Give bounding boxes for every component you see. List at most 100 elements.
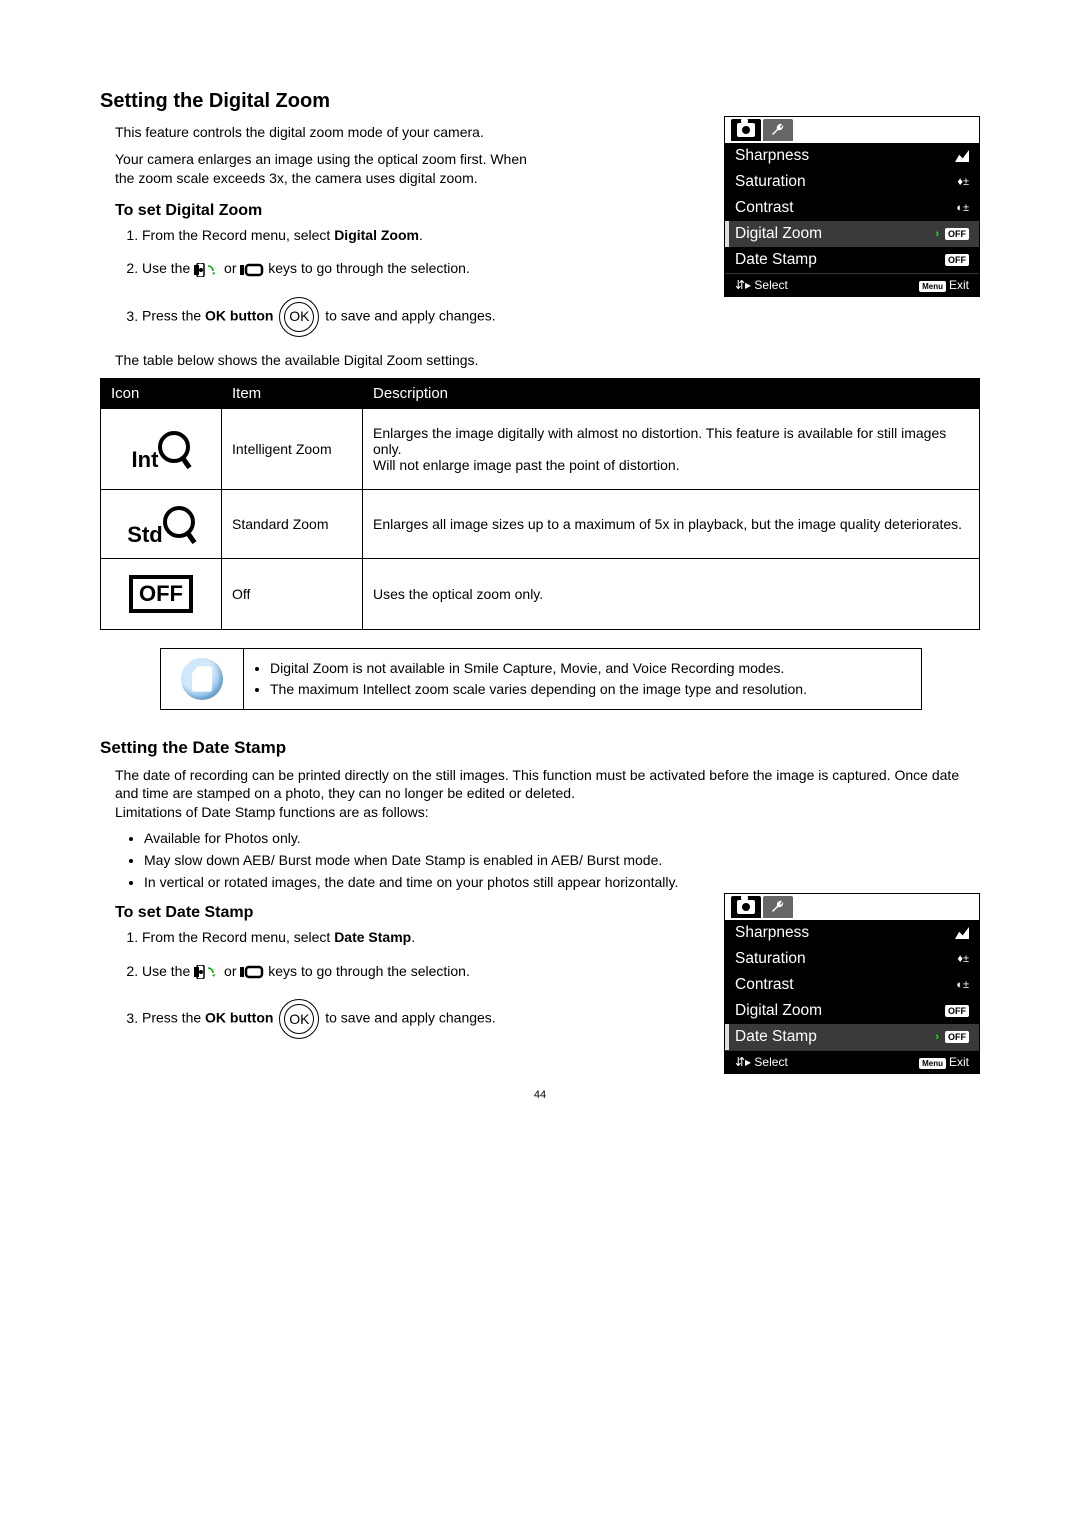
left-key-icon [194,263,220,277]
note-icon-cell [161,649,244,709]
menu-badge: Menu [919,281,946,292]
desc-cell: Enlarges all image sizes up to a maximum… [363,489,980,558]
contrast-icon: ◐± [956,202,969,214]
section1-heading: Setting the Digital Zoom [100,90,980,113]
note-item: Digital Zoom is not available in Smile C… [270,659,807,678]
section2-intro: The date of recording can be printed dir… [115,766,980,823]
intro-paragraph-2: Your camera enlarges an image using the … [115,150,530,188]
cam-row-date-stamp: Date Stamp › OFF [725,1024,979,1050]
cam-row-sharpness: Sharpness [725,920,979,946]
cam-tab-bar [725,894,979,920]
item-cell: Standard Zoom [222,489,363,558]
th-desc: Description [363,378,980,408]
chevron-right-icon: › [935,1031,939,1043]
icon-cell: Int [101,408,222,489]
updown-icon: ⇵▸ [735,278,754,292]
cam-tab-bar [725,117,979,143]
cam-row-contrast: Contrast ◐± [725,972,979,998]
digital-zoom-val: OFF [945,1005,969,1017]
date-stamp-steps: From the Record menu, select Date Stamp.… [142,928,572,1039]
right-key-icon [240,263,264,277]
standard-zoom-icon: Std [127,506,194,542]
cam-label: Saturation [735,950,806,968]
table-header-row: Icon Item Description [101,378,980,408]
cam-row-saturation: Saturation ♦± [725,946,979,972]
updown-icon: ⇵▸ [735,1055,754,1069]
sharpness-icon [955,927,969,939]
note-content: Digital Zoom is not available in Smile C… [244,649,819,709]
table-intro: The table below shows the available Digi… [115,351,980,370]
footer-select: ⇵▸ Select [735,278,788,292]
footer-exit: MenuExit [919,278,969,292]
saturation-icon: ♦± [957,176,969,188]
cam-row-date-stamp: Date Stamp OFF [725,247,979,273]
section1-intro: This feature controls the digital zoom m… [100,123,530,188]
left-key-icon [194,965,220,979]
note-box: Digital Zoom is not available in Smile C… [160,648,922,710]
digital-zoom-table: Icon Item Description Int Intelligent Zo… [100,378,980,630]
off-badge: OFF [945,254,969,266]
limit-item: May slow down AEB/ Burst mode when Date … [144,852,980,868]
cam-label: Saturation [735,173,806,191]
chevron-right-icon: › [935,228,939,240]
item-cell: Intelligent Zoom [222,408,363,489]
table-row: OFF Off Uses the optical zoom only. [101,558,980,629]
camera-menu-screenshot-2: Sharpness Saturation ♦± Contrast ◐± Digi… [724,893,980,1074]
cam-label: Contrast [735,976,794,994]
settings-tab-icon [763,896,793,918]
cam-label: Date Stamp [735,251,817,269]
contrast-icon: ◐± [956,979,969,991]
date-stamp-val: › OFF [935,1031,969,1043]
cam-label: Digital Zoom [735,225,822,243]
cam-label: Sharpness [735,924,809,942]
table-row: Std Standard Zoom Enlarges all image siz… [101,489,980,558]
cam-label: Contrast [735,199,794,217]
note-item: The maximum Intellect zoom scale varies … [270,680,807,699]
off-badge: OFF [945,1031,969,1043]
cam-row-digital-zoom: Digital Zoom OFF [725,998,979,1024]
cam-label: Digital Zoom [735,1002,822,1020]
ok-button-icon: OK [279,297,319,337]
th-icon: Icon [101,378,222,408]
step-1: From the Record menu, select Date Stamp. [142,928,572,948]
table-row: Int Intelligent Zoom Enlarges the image … [101,408,980,489]
off-icon: OFF [129,575,193,613]
intro-paragraph-1: This feature controls the digital zoom m… [115,123,530,142]
cam-row-contrast: Contrast ◐± [725,195,979,221]
footer-select: ⇵▸ Select [735,1055,788,1069]
date-stamp-limits: Available for Photos only. May slow down… [144,830,980,890]
info-icon [181,658,223,700]
camera-menu-screenshot-1: Sharpness Saturation ♦± Contrast ◐± Digi… [724,116,980,297]
footer-exit: MenuExit [919,1055,969,1069]
cam-row-saturation: Saturation ♦± [725,169,979,195]
off-badge: OFF [945,228,969,240]
intelligent-zoom-icon: Int [132,431,191,467]
limit-item: In vertical or rotated images, the date … [144,874,980,890]
th-item: Item [222,378,363,408]
menu-badge: Menu [919,1058,946,1069]
desc-cell: Uses the optical zoom only. [363,558,980,629]
settings-tab-icon [763,119,793,141]
cam-row-digital-zoom: Digital Zoom › OFF [725,221,979,247]
step-3: Press the OK button OK to save and apply… [142,297,980,337]
cam-label: Date Stamp [735,1028,817,1046]
digital-zoom-val: › OFF [935,228,969,240]
section2-heading: Setting the Date Stamp [100,738,980,758]
page-number: 44 [100,1089,980,1101]
ok-button-icon: OK [279,999,319,1039]
camera-tab-icon [731,896,761,918]
icon-cell: OFF [101,558,222,629]
cam-footer: ⇵▸ Select MenuExit [725,1050,979,1073]
date-stamp-val: OFF [945,254,969,266]
step-3: Press the OK button OK to save and apply… [142,999,572,1039]
camera-tab-icon [731,119,761,141]
desc-cell: Enlarges the image digitally with almost… [363,408,980,489]
icon-cell: Std [101,489,222,558]
saturation-icon: ♦± [957,953,969,965]
manual-page: Setting the Digital Zoom Sharpness Satur… [0,0,1080,1161]
limit-item: Available for Photos only. [144,830,980,846]
off-badge: OFF [945,1005,969,1017]
cam-footer: ⇵▸ Select MenuExit [725,273,979,296]
item-cell: Off [222,558,363,629]
step-2: Use the or keys to go through the select… [142,962,572,982]
